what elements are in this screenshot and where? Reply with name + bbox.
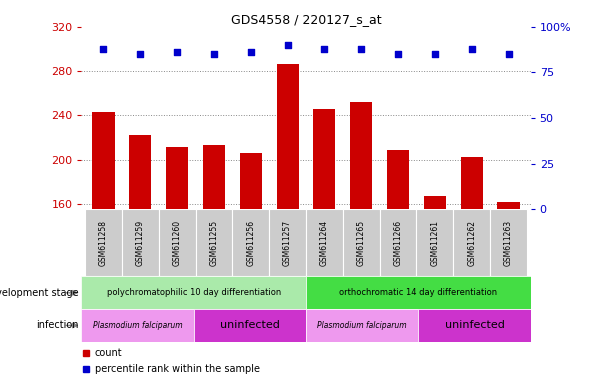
Bar <box>195 209 232 276</box>
Bar <box>490 209 527 276</box>
Bar <box>350 102 372 381</box>
Bar <box>306 209 343 276</box>
Text: percentile rank within the sample: percentile rank within the sample <box>95 364 260 374</box>
Bar <box>159 209 195 276</box>
Title: GDS4558 / 220127_s_at: GDS4558 / 220127_s_at <box>231 13 381 26</box>
Bar <box>306 309 418 342</box>
Point <box>356 46 366 52</box>
Text: uninfected: uninfected <box>444 320 505 331</box>
Bar <box>240 153 262 381</box>
Bar <box>461 157 483 381</box>
Bar <box>387 150 409 381</box>
Bar <box>81 309 194 342</box>
Bar <box>269 209 306 276</box>
Text: polychromatophilic 10 day differentiation: polychromatophilic 10 day differentiatio… <box>107 288 281 297</box>
Point <box>393 51 403 57</box>
Text: GSM611261: GSM611261 <box>431 220 440 266</box>
Bar <box>497 202 520 381</box>
Text: GSM611264: GSM611264 <box>320 220 329 266</box>
Point <box>99 46 109 52</box>
Text: GSM611265: GSM611265 <box>357 220 366 266</box>
Bar <box>314 109 335 381</box>
Bar <box>92 112 115 381</box>
Point <box>320 46 329 52</box>
Bar <box>277 65 298 381</box>
Bar <box>453 209 490 276</box>
Text: count: count <box>95 348 122 358</box>
Text: orthochromatic 14 day differentiation: orthochromatic 14 day differentiation <box>339 288 497 297</box>
Point <box>283 42 292 48</box>
Bar <box>417 209 453 276</box>
Bar <box>232 209 269 276</box>
Text: GSM611262: GSM611262 <box>467 220 476 266</box>
Text: GSM611258: GSM611258 <box>99 220 108 266</box>
Point <box>246 50 256 56</box>
Text: GSM611260: GSM611260 <box>172 220 182 266</box>
Text: Plasmodium falciparum: Plasmodium falciparum <box>93 321 182 330</box>
Bar <box>194 309 306 342</box>
Point <box>467 46 476 52</box>
Point <box>136 51 145 57</box>
Point <box>430 51 440 57</box>
Bar <box>129 135 151 381</box>
Bar <box>306 276 531 309</box>
Text: GSM611259: GSM611259 <box>136 220 145 266</box>
Bar <box>380 209 417 276</box>
Text: GSM611256: GSM611256 <box>246 220 255 266</box>
Text: infection: infection <box>36 320 78 331</box>
Text: GSM611263: GSM611263 <box>504 220 513 266</box>
Bar <box>81 276 306 309</box>
Bar <box>166 147 188 381</box>
Text: Plasmodium falciparum: Plasmodium falciparum <box>317 321 407 330</box>
Text: uninfected: uninfected <box>220 320 280 331</box>
Bar <box>424 196 446 381</box>
Text: development stage: development stage <box>0 288 78 298</box>
Bar <box>343 209 380 276</box>
Bar <box>122 209 159 276</box>
Point <box>172 50 182 56</box>
Point <box>209 51 219 57</box>
Bar <box>203 145 225 381</box>
Point <box>504 51 513 57</box>
Bar <box>418 309 531 342</box>
Text: GSM611255: GSM611255 <box>209 220 218 266</box>
Bar <box>85 209 122 276</box>
Text: GSM611266: GSM611266 <box>394 220 403 266</box>
Text: GSM611257: GSM611257 <box>283 220 292 266</box>
